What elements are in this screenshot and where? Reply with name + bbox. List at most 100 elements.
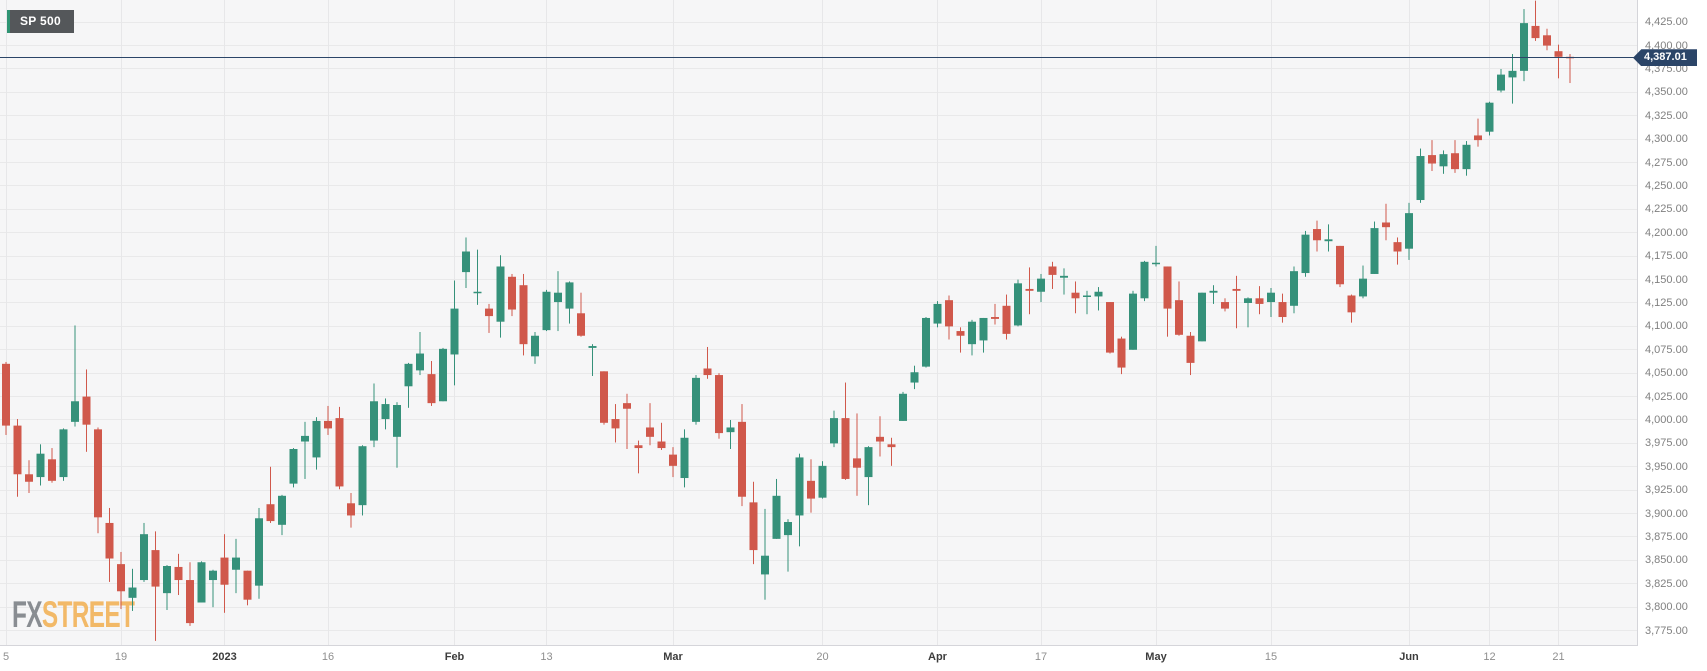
price-axis-label: 4,250.00 [1645,179,1688,192]
candle-body-down [1347,295,1356,313]
candle-body-down [335,418,344,487]
candle-body-down [1451,153,1459,170]
candle-wick-up [1063,268,1065,295]
candle-body-down [151,550,160,587]
candle-body-up [1439,154,1448,167]
time-axis-label: 16 [321,651,335,663]
candle-body-up [588,346,597,348]
time-axis-label: Apr [928,651,947,663]
candle-body-up [381,404,390,420]
time-axis[interactable]: 5 19 2023 16 Feb 13 Mar 20 Apr 17 May 15 Jun 12 21 [0,646,1707,671]
candle-body-down [485,308,493,317]
h-gridline [0,396,1637,398]
price-axis-label: 3,800.00 [1645,601,1688,614]
candle-body-up [197,562,206,603]
price-axis[interactable]: 4,425.00 4,400.00 4,375.00 4,350.00 4,325.00… [1638,0,1707,645]
price-axis-label: 4,275.00 [1645,156,1688,169]
candle-body-up [899,393,907,421]
candle-body-up [1140,261,1149,299]
symbol-badge: SP 500 [7,10,74,33]
candle-body-up [1198,292,1206,342]
candle-wick-up [1512,54,1513,104]
time-axis-label: Mar [663,651,683,663]
candle-body-down [2,363,10,426]
candle-body-up [140,534,148,581]
time-axis-label: 21 [1552,651,1565,663]
candle-body-up [209,570,217,581]
price-axis-label: 4,350.00 [1645,86,1688,99]
h-gridline [0,45,1637,47]
v-gridline [1558,0,1559,645]
candle-body-up [680,437,689,479]
candle-body-down [186,580,194,624]
plot-area[interactable]: FXSTREET [0,0,1638,646]
candle-body-down [1071,292,1080,299]
v-gridline [120,0,122,645]
candle-body-up [1244,298,1252,303]
candle-wick-up [1155,245,1157,267]
price-axis-label: 3,825.00 [1645,577,1688,590]
candle-body-up [1462,144,1471,170]
candle-wick-down [1385,203,1387,241]
candle-body-up [1094,291,1103,297]
h-gridline [0,115,1637,117]
candle-body-up [726,427,735,433]
candle-body-up [795,457,804,516]
price-axis-label: 3,975.00 [1645,437,1688,450]
candle-body-down [174,566,183,581]
v-gridline [1408,0,1410,645]
candle-body-down [669,454,677,466]
h-gridline [0,185,1637,187]
candle-wick-up [477,249,478,305]
h-gridline [0,349,1637,351]
candle-body-up [1083,295,1091,297]
price-axis-label: 3,900.00 [1645,507,1688,520]
candle-body-up [439,348,447,402]
candle-body-down [1048,266,1057,275]
candle-body-down [266,504,275,522]
price-axis-label: 4,025.00 [1645,390,1688,403]
time-axis-label: Feb [444,651,465,663]
h-gridline [0,536,1637,538]
candle-body-down [243,570,252,600]
candle-body-up [864,447,873,478]
price-axis-label: 3,925.00 [1645,484,1688,497]
h-gridline [0,372,1637,374]
candle-wick-down [1535,0,1536,41]
candle-body-up [1405,213,1413,249]
candle-body-down [347,503,355,516]
h-gridline [0,255,1637,257]
v-gridline [822,0,823,645]
candle-body-down [703,368,712,376]
candle-wick-up [1247,297,1249,328]
h-gridline [0,91,1637,93]
time-axis-label: Jun [1399,651,1419,663]
price-axis-label: 4,150.00 [1645,273,1688,286]
candle-wick-down [638,440,639,474]
candle-wick-down [879,416,881,457]
candle-body-down [519,285,528,345]
time-axis-label: 20 [816,651,829,663]
candle-body-up [462,251,470,273]
v-gridline [1489,0,1490,645]
candle-body-down [25,474,33,482]
price-axis-label: 4,200.00 [1645,226,1688,239]
candle-body-down [427,374,436,404]
candle-wick-up [1270,288,1272,318]
candle-wick-up [787,519,789,572]
candle-body-down [105,522,114,559]
time-axis-label: 19 [114,651,128,663]
candle-body-up [71,401,79,422]
h-gridline [0,232,1637,234]
time-axis-label: 17 [1034,651,1048,663]
h-gridline [0,419,1637,421]
candle-body-down [1531,25,1540,39]
candle-body-up [232,557,240,570]
candle-body-up [1152,262,1160,265]
candle-body-down [749,502,758,551]
time-axis-label: 2023 [212,651,237,663]
h-gridline [0,630,1637,632]
candlestick-canvas[interactable] [0,0,1637,645]
candle-wick-down [1477,118,1479,147]
price-axis-label: 4,175.00 [1645,250,1688,263]
